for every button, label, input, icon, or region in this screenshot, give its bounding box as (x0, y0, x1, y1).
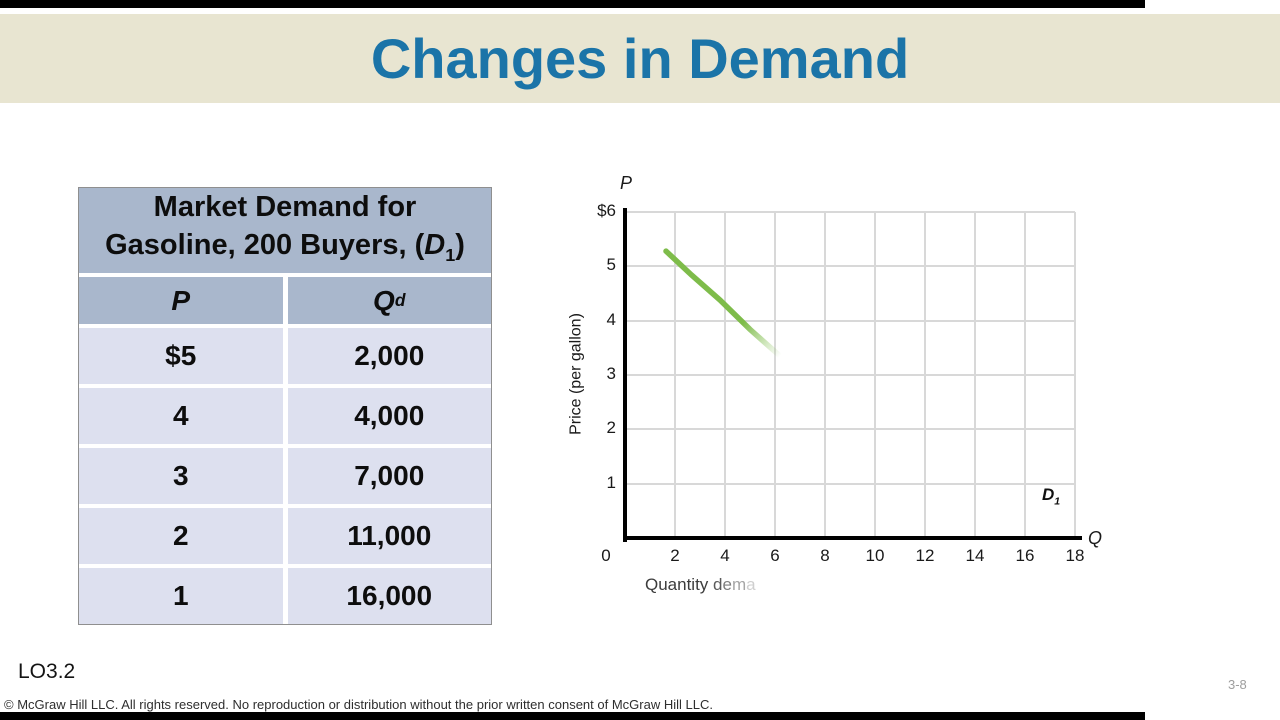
x-axis-title-segment: d (713, 575, 723, 594)
cell-quantity: 4,000 (287, 388, 491, 444)
y-tick-label: 5 (606, 255, 616, 275)
gridline-horizontal (625, 319, 1075, 322)
x-axis-title-segment: e (722, 575, 732, 594)
x-axis-title-segment: a (746, 575, 756, 594)
table-title-line2: Gasoline, 200 Buyers, (D1) (105, 228, 465, 265)
demand-curve (663, 248, 783, 359)
slide-title: Changes in Demand (370, 27, 910, 90)
footer-lo-label: LO3.2 (18, 660, 76, 683)
gridline-horizontal (625, 374, 1075, 376)
curve-label-d1: D1 (1042, 485, 1061, 508)
x-tick-label: 6 (770, 546, 780, 565)
cell-price: $5 (79, 328, 283, 384)
table-row: 2 11,000 (79, 508, 491, 564)
table-title-line1: Market Demand for (153, 190, 417, 223)
x-axis-title: Quantity dema (645, 575, 756, 595)
demand-chart: P Q Price (per gallon) Quantity dema 0 D… (540, 170, 1170, 630)
gridline-horizontal (625, 428, 1075, 431)
x-tick-label: 16 (1015, 546, 1035, 565)
title-band: Changes in Demand (0, 14, 1280, 103)
x-tick-label: 14 (965, 546, 985, 565)
copyright-text: © McGraw Hill LLC. All rights reserved. … (4, 697, 713, 712)
bottom-letterbox-bar (0, 712, 1145, 720)
page-number: 3-8 (1228, 677, 1247, 692)
origin-label: 0 (601, 546, 611, 565)
table-row: 4 4,000 (79, 388, 491, 444)
x-tick-label: 4 (720, 546, 730, 565)
column-header-p: P (79, 277, 283, 324)
x-tick-label: 10 (865, 546, 885, 565)
cell-price: 2 (79, 508, 283, 564)
y-tick-label: 1 (606, 472, 616, 492)
cell-price: 3 (79, 448, 283, 504)
gridline-horizontal (625, 211, 1075, 213)
x-axis-letter: Q (1088, 528, 1103, 548)
y-axis-letter: P (620, 173, 633, 193)
x-tick-label: 18 (1065, 546, 1085, 565)
gridline-horizontal (625, 482, 1075, 485)
cell-price: 4 (79, 388, 283, 444)
x-axis-line (623, 536, 1082, 540)
table-row: $5 2,000 (79, 328, 491, 384)
cell-quantity: 7,000 (287, 448, 491, 504)
table-row: 1 16,000 (79, 568, 491, 624)
demand-table: Market Demand for Gasoline, 200 Buyers, … (78, 187, 492, 625)
cell-quantity: 2,000 (287, 328, 491, 384)
x-tick-label: 12 (915, 546, 935, 565)
y-axis-line (623, 208, 627, 542)
x-tick-label: 8 (820, 546, 830, 565)
top-letterbox-bar (0, 0, 1145, 8)
gridline-horizontal (625, 265, 1075, 268)
gridline-vertical (1074, 212, 1076, 538)
x-tick-label: 2 (670, 546, 680, 565)
y-tick-label: 3 (606, 364, 616, 383)
table-title: Market Demand for Gasoline, 200 Buyers, … (79, 188, 491, 273)
cell-price: 1 (79, 568, 283, 624)
y-tick-label: 2 (606, 418, 616, 438)
x-axis-title-segment: Quantity (645, 575, 714, 594)
table-row: 3 7,000 (79, 448, 491, 504)
cell-quantity: 16,000 (287, 568, 491, 624)
y-tick-label: $6 (597, 201, 616, 220)
y-tick-label: 4 (606, 309, 616, 329)
table-title-d1: D (424, 228, 446, 261)
x-axis-title-segment: m (731, 575, 747, 594)
cell-quantity: 11,000 (287, 508, 491, 564)
